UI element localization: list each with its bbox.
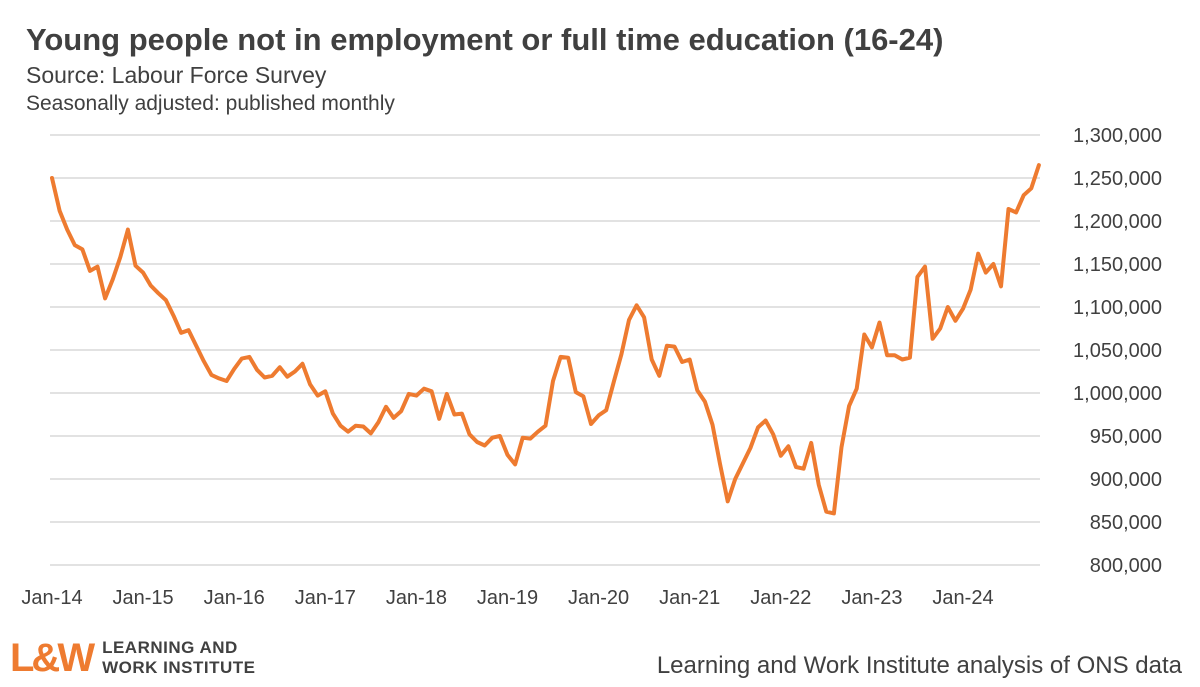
- y-tick-label: 800,000: [1090, 555, 1162, 577]
- y-tick-label: 850,000: [1090, 512, 1162, 534]
- x-tick-label: Jan-15: [113, 587, 174, 609]
- logo-text: LEARNING AND WORK INSTITUTE: [102, 638, 255, 678]
- x-tick-label: Jan-17: [295, 587, 356, 609]
- logo-line-2: WORK INSTITUTE: [102, 658, 256, 677]
- chart-source: Source: Labour Force Survey: [26, 62, 327, 88]
- y-tick-label: 950,000: [1090, 426, 1162, 448]
- series-line: [50, 163, 1041, 516]
- x-tick-label: Jan-14: [21, 587, 82, 609]
- chart-gridlines: [50, 134, 1040, 566]
- logo-line-1: LEARNING AND: [102, 638, 238, 657]
- y-tick-label: 1,250,000: [1073, 168, 1162, 190]
- x-axis-tick-labels: Jan-14 Jan-15 Jan-16 Jan-17 Jan-18 Jan-19 Jan-…: [21, 587, 993, 609]
- chart-note: Seasonally adjusted: published monthly: [26, 92, 395, 115]
- lw-logo: L&W LEARNING AND WORK INSTITUTE: [10, 636, 255, 680]
- x-tick-label: Jan-18: [386, 587, 447, 609]
- x-tick-label: Jan-24: [932, 587, 993, 609]
- y-tick-label: 1,150,000: [1073, 254, 1162, 276]
- y-tick-label: 1,050,000: [1073, 340, 1162, 362]
- y-tick-label: 1,200,000: [1073, 211, 1162, 233]
- footer-credit: Learning and Work Institute analysis of …: [656, 652, 1182, 679]
- logo-mark: L&W: [10, 636, 95, 680]
- y-tick-label: 1,100,000: [1073, 297, 1162, 319]
- x-tick-label: Jan-22: [750, 587, 811, 609]
- y-tick-label: 1,000,000: [1073, 383, 1162, 405]
- y-tick-label: 900,000: [1090, 469, 1162, 491]
- chart-series: [50, 163, 1041, 516]
- chart-title: Young people not in employment or full t…: [26, 22, 944, 57]
- x-tick-label: Jan-16: [204, 587, 265, 609]
- y-axis-tick-labels: 800,000 850,000 900,000 950,000 1,000,000 1,0…: [1073, 125, 1162, 577]
- x-tick-label: Jan-19: [477, 587, 538, 609]
- x-tick-label: Jan-21: [659, 587, 720, 609]
- x-tick-label: Jan-23: [841, 587, 902, 609]
- y-tick-label: 1,300,000: [1073, 125, 1162, 147]
- x-tick-label: Jan-20: [568, 587, 629, 609]
